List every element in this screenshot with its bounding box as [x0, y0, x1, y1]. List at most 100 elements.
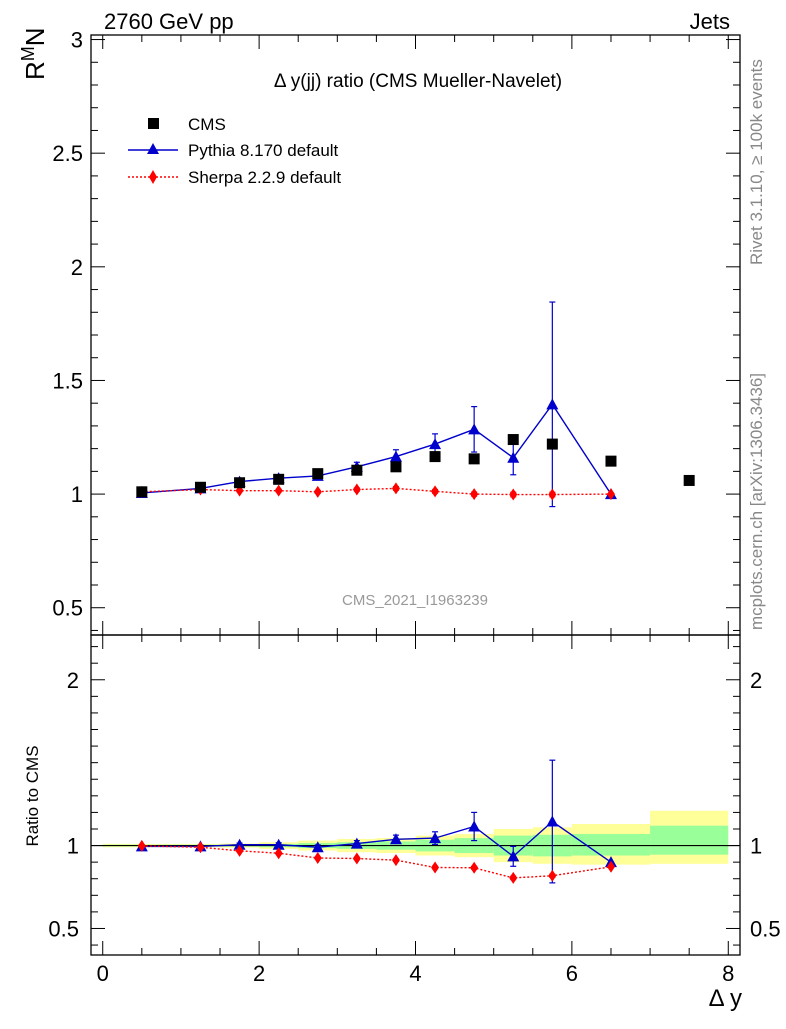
cms-point-4	[312, 468, 324, 480]
legend-label-sherpa: Sherpa 2.2.9 default	[188, 168, 341, 187]
legend-marker-sherpa	[149, 170, 157, 184]
ratio-y-label: Ratio to CMS	[23, 745, 42, 846]
x-axis-label: Δ y	[709, 985, 742, 1012]
ratio-y-tick-label-right-2: 2	[750, 668, 762, 693]
pythia-point-main-7	[429, 438, 442, 450]
sherpa-point-ratio-5	[352, 852, 361, 865]
ratio-y-tick-label-left-0.5: 0.5	[48, 916, 79, 941]
sherpa-point-main-9	[509, 488, 518, 501]
x-tick-label-4: 4	[409, 961, 421, 986]
pythia-point-ratio-4	[311, 841, 324, 853]
rivet-label: Rivet 3.1.10, ≥ 100k events	[747, 59, 766, 265]
main-y-label-sub: N	[20, 27, 50, 46]
cms-point-5	[351, 464, 363, 476]
sherpa-point-main-3	[274, 484, 283, 497]
pythia-point-ratio-5	[350, 837, 363, 849]
sherpa-point-main-8	[470, 488, 479, 501]
main-y-label-base: R	[20, 61, 50, 80]
main-y-tick-label-3: 3	[71, 28, 83, 53]
x-tick-label-2: 2	[253, 961, 265, 986]
mcplots-label: mcplots.cern.ch [arXiv:1306.3436]	[747, 373, 766, 630]
main-y-tick-label-2.5: 2.5	[52, 141, 83, 166]
pythia-line-ratio	[141, 820, 612, 863]
legend-label-pythia: Pythia 8.170 default	[188, 141, 339, 160]
pythia-point-ratio-2	[233, 838, 246, 850]
sherpa-point-ratio-2	[235, 844, 244, 857]
sherpa-point-main-10	[548, 488, 557, 501]
main-y-tick-label-1: 1	[71, 482, 83, 507]
sherpa-point-main-11	[606, 488, 615, 501]
cms-point-6	[390, 461, 402, 473]
sherpa-line-ratio	[141, 845, 612, 879]
pythia-point-main-8	[468, 423, 481, 435]
x-tick-label-6: 6	[566, 961, 578, 986]
cms-point-7	[429, 451, 441, 463]
x-tick-label-0: 0	[97, 961, 109, 986]
legend-marker-pythia	[147, 143, 159, 154]
pythia-point-main-9	[507, 451, 520, 463]
cms-point-11	[605, 455, 617, 467]
sherpa-point-main-6	[391, 482, 400, 495]
pythia-point-ratio-10	[546, 815, 559, 827]
pythia-point-ratio-7	[429, 832, 442, 844]
sherpa-point-ratio-11	[606, 860, 615, 873]
x-tick-label-8: 8	[722, 961, 734, 986]
ratio-y-tick-label-left-2: 2	[67, 668, 79, 693]
band-inner-12	[650, 825, 729, 855]
legend-marker-cms	[148, 118, 159, 129]
sherpa-point-ratio-0	[137, 839, 146, 852]
header-right: Jets	[690, 9, 730, 34]
legend-entry-sherpa: Sherpa 2.2.9 default	[128, 168, 341, 187]
header-left: 2760 GeV pp	[104, 9, 234, 34]
sherpa-point-ratio-1	[196, 841, 205, 854]
sherpa-point-main-4	[313, 485, 322, 498]
ratio-y-tick-label-left-1: 1	[67, 834, 79, 859]
cms-point-10	[546, 438, 558, 450]
ratio-y-tick-label-right-1: 1	[750, 834, 762, 859]
cms-point-9	[507, 434, 519, 446]
sherpa-point-ratio-7	[431, 861, 440, 874]
sherpa-point-ratio-4	[313, 852, 322, 865]
sherpa-line-main	[141, 487, 611, 496]
legend-label-cms: CMS	[188, 115, 226, 134]
pythia-line-main	[141, 403, 612, 495]
pythia-point-ratio-6	[389, 833, 402, 845]
cms-point-3	[273, 473, 285, 485]
ratio-y-tick-label-right-0.5: 0.5	[750, 916, 781, 941]
main-y-tick-label-1.5: 1.5	[52, 368, 83, 393]
main-title: Δ y(jj) ratio (CMS Mueller-Navelet)	[274, 71, 562, 92]
svg-text:RMN: RMN	[18, 27, 50, 80]
legend: CMS Pythia 8.170 default Sherpa 2.2.9 de…	[128, 115, 341, 187]
cms-point-2	[234, 477, 246, 489]
axes-layer: 0 2 4 6 8 0.5 1 1.5 2 2.5 3 0.5 0.5 1 1 2 2	[48, 28, 780, 986]
main-y-label-sup: M	[18, 46, 38, 61]
sherpa-point-ratio-6	[391, 854, 400, 867]
cms-point-8	[468, 453, 480, 465]
pythia-point-main-6	[389, 450, 402, 462]
sherpa-point-main-5	[352, 483, 361, 496]
pythia-point-ratio-8	[468, 820, 481, 832]
sherpa-point-ratio-3	[274, 847, 283, 860]
main-y-tick-label-0.5: 0.5	[52, 596, 83, 621]
main-y-label: RMN	[18, 27, 50, 80]
band-inner-11	[571, 833, 651, 856]
watermark: CMS_2021_I1963239	[342, 592, 488, 609]
legend-entry-pythia: Pythia 8.170 default	[128, 141, 339, 160]
ratio-uncertainty-bands	[91, 810, 740, 865]
cms-point-12	[683, 474, 695, 486]
cms-point-0	[136, 486, 148, 498]
legend-entry-cms: CMS	[148, 115, 226, 134]
series-layer	[135, 301, 695, 884]
pythia-point-ratio-3	[272, 838, 285, 850]
pythia-point-main-10	[546, 398, 559, 410]
ratio-panel-frame	[90, 634, 741, 956]
sherpa-point-ratio-8	[470, 861, 479, 874]
main-y-tick-label-2: 2	[71, 255, 83, 280]
sherpa-point-ratio-9	[509, 871, 518, 884]
sherpa-point-ratio-10	[548, 869, 557, 882]
pythia-point-ratio-9	[507, 850, 520, 862]
cms-point-1	[194, 481, 206, 493]
sherpa-point-main-7	[431, 485, 440, 498]
